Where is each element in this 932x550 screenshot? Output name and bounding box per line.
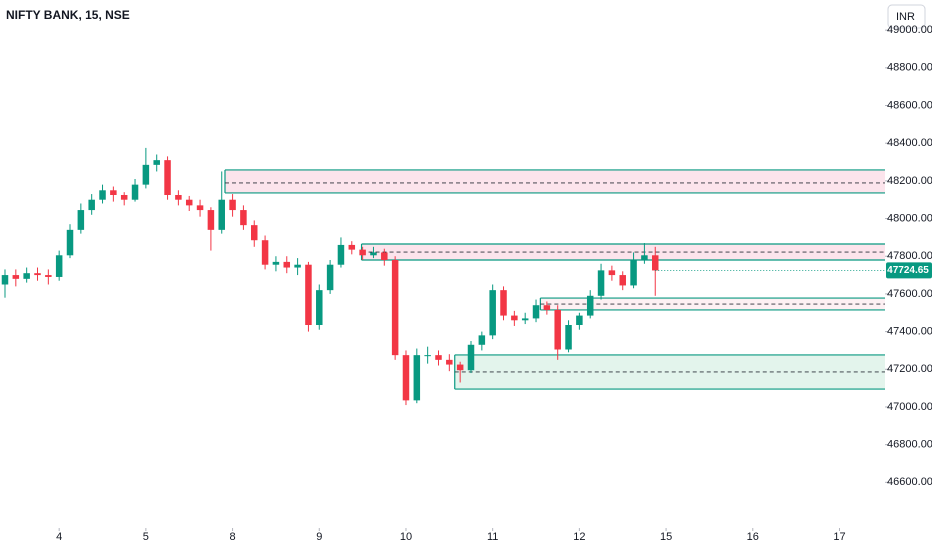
- y-tick-label: 48400.00: [887, 137, 932, 149]
- candle-body: [283, 261, 291, 268]
- candle-body: [175, 195, 182, 200]
- candle-body: [110, 190, 117, 195]
- axes: 46600.00 46800.00 47000.00 47200.00 47400.00…: [56, 24, 932, 543]
- candle-body: [218, 199, 225, 230]
- candle-body: [88, 199, 95, 211]
- candle-body: [651, 255, 659, 271]
- y-tick-label: 47800.00: [887, 250, 932, 262]
- last-price-badge: [886, 262, 932, 279]
- y-tick-label: 47200.00: [887, 363, 932, 375]
- currency-button[interactable]: [887, 4, 926, 29]
- candle-body: [240, 210, 247, 226]
- plot: [1, 147, 885, 406]
- zone: [224, 169, 885, 193]
- candle-body: [370, 252, 377, 256]
- candle-body: [34, 273, 41, 276]
- candle-body: [229, 199, 236, 211]
- y-tick-label: 48600.00: [887, 99, 932, 111]
- candle-body: [207, 210, 215, 230]
- candle-body: [55, 255, 63, 277]
- candle-body: [261, 240, 269, 265]
- y-tick-label: 48800.00: [887, 62, 932, 74]
- zone: [540, 298, 885, 310]
- y-tick-label: 47600.00: [887, 288, 932, 300]
- candle-body: [142, 164, 150, 185]
- candle-body: [565, 325, 572, 350]
- currency-label[interactable]: INR: [896, 11, 915, 23]
- x-tick-label: 4: [56, 531, 62, 543]
- x-tick-label: 8: [230, 531, 236, 543]
- x-tick-label: 11: [487, 531, 498, 543]
- y-tick-label: 48200.00: [887, 175, 932, 187]
- candle-body: [402, 355, 410, 401]
- chart-title: NIFTY BANK, 15, NSE: [6, 8, 130, 22]
- y-tick-label: 46600.00: [887, 476, 932, 488]
- candle-body: [153, 160, 160, 165]
- candle-body: [446, 359, 453, 365]
- candle-body: [196, 205, 204, 211]
- candle-body: [391, 260, 399, 356]
- candle-body: [381, 252, 388, 260]
- candle-body: [586, 295, 594, 316]
- candle-body: [511, 315, 518, 321]
- candle-body: [12, 275, 20, 279]
- y-tick-label: 49000.00: [887, 24, 932, 36]
- y-tick-label: 47000.00: [887, 401, 932, 413]
- candle-body: [532, 305, 540, 319]
- candle-body: [99, 190, 106, 200]
- candle-body: [294, 264, 301, 268]
- candle-body: [337, 244, 345, 265]
- candle-body: [619, 275, 626, 286]
- candle-body: [435, 355, 442, 360]
- x-tick-label: 9: [316, 531, 322, 543]
- y-tick-label: 48000.00: [887, 212, 932, 224]
- candle-body: [413, 355, 421, 401]
- candle-body: [456, 364, 464, 371]
- candle-body: [348, 244, 356, 250]
- candle-body: [576, 315, 583, 325]
- candle-body: [120, 195, 128, 200]
- candle-body: [543, 305, 551, 310]
- candle-body: [77, 210, 85, 230]
- x-tick-label: 12: [573, 531, 585, 543]
- candle-body: [608, 270, 616, 276]
- candle-body: [185, 199, 193, 206]
- candle-body: [164, 160, 171, 195]
- candle-body: [630, 260, 637, 286]
- candle-body: [424, 355, 431, 357]
- candle-body: [66, 229, 74, 256]
- y-tick-label: 46800.00: [887, 439, 932, 451]
- candle-body: [45, 275, 52, 277]
- candle-body: [305, 264, 312, 325]
- candle-body: [1, 275, 9, 285]
- candle-body: [521, 318, 529, 321]
- candle-body: [478, 335, 486, 345]
- candle-body: [316, 290, 323, 325]
- candle-body: [489, 290, 496, 336]
- candle-body: [131, 184, 139, 200]
- candle-body: [23, 273, 30, 279]
- candle-body: [597, 270, 605, 296]
- last-price-label: 47724.65: [887, 265, 929, 276]
- candle-body: [641, 255, 648, 260]
- y-tick-label: 47400.00: [887, 326, 932, 338]
- x-tick-label: 10: [400, 531, 412, 543]
- candle-body: [250, 225, 258, 241]
- x-tick-label: 5: [143, 531, 149, 543]
- candle-body: [554, 309, 561, 350]
- x-tick-label: 15: [660, 531, 672, 543]
- candle-body: [272, 261, 280, 265]
- candle-body: [467, 344, 475, 371]
- x-tick-label: 16: [747, 531, 759, 543]
- candle-body: [326, 264, 334, 291]
- candle-body: [500, 290, 507, 316]
- candle-body: [359, 249, 366, 256]
- x-tick-label: 17: [833, 531, 845, 543]
